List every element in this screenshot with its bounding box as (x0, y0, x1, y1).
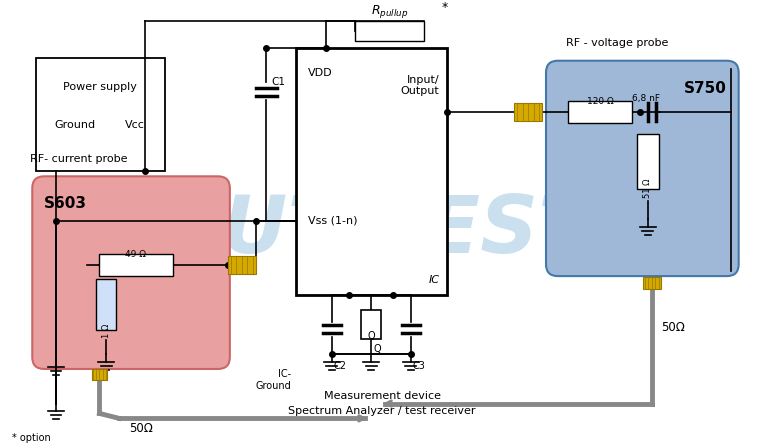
Bar (355, 21, 425, 41)
Text: C2: C2 (334, 361, 347, 371)
Text: S603: S603 (44, 197, 87, 211)
FancyBboxPatch shape (32, 176, 230, 369)
Bar (637, 135, 659, 189)
Text: Vss (1-n): Vss (1-n) (308, 216, 358, 226)
Text: $R_{pullup}$: $R_{pullup}$ (371, 3, 409, 20)
Bar (643, 277, 661, 289)
Text: 120 Ω: 120 Ω (587, 97, 613, 106)
Text: Spectrum Analyzer / test receiver: Spectrum Analyzer / test receiver (288, 406, 476, 416)
Text: Input/
Output: Input/ Output (400, 75, 439, 96)
Text: 49 Ω: 49 Ω (125, 250, 147, 259)
Bar (99, 254, 173, 276)
Text: IC: IC (429, 275, 439, 285)
Text: *: * (442, 1, 448, 14)
Text: S750: S750 (684, 81, 727, 96)
Text: Measurement device: Measurement device (323, 391, 441, 400)
Text: VDD: VDD (308, 67, 332, 78)
Text: * option: * option (12, 433, 51, 443)
Bar (296, 48, 447, 295)
Text: EUT TEST: EUT TEST (167, 192, 593, 270)
Text: Q: Q (367, 331, 375, 341)
Text: RF- current probe: RF- current probe (31, 154, 128, 163)
Text: 51 Ω: 51 Ω (643, 179, 652, 198)
Text: Vcc: Vcc (125, 120, 145, 130)
Text: RF - voltage probe: RF - voltage probe (566, 38, 668, 48)
Text: Power supply: Power supply (63, 83, 138, 92)
Bar (36, 58, 165, 171)
Bar (96, 279, 116, 330)
Text: 1 Ω: 1 Ω (102, 323, 111, 337)
FancyBboxPatch shape (546, 61, 739, 276)
Bar (514, 103, 542, 121)
Text: C3: C3 (413, 361, 426, 371)
Text: IC-
Ground: IC- Ground (255, 369, 291, 391)
Text: Ground: Ground (54, 120, 95, 130)
Text: 6,8 nF: 6,8 nF (632, 94, 660, 103)
Text: Q: Q (373, 344, 380, 354)
Text: 50Ω: 50Ω (129, 422, 153, 435)
Bar (568, 101, 633, 123)
Text: C1: C1 (271, 77, 285, 87)
Bar (92, 369, 108, 381)
Text: 50Ω: 50Ω (662, 321, 685, 334)
Bar (361, 310, 381, 339)
Bar (228, 256, 255, 274)
